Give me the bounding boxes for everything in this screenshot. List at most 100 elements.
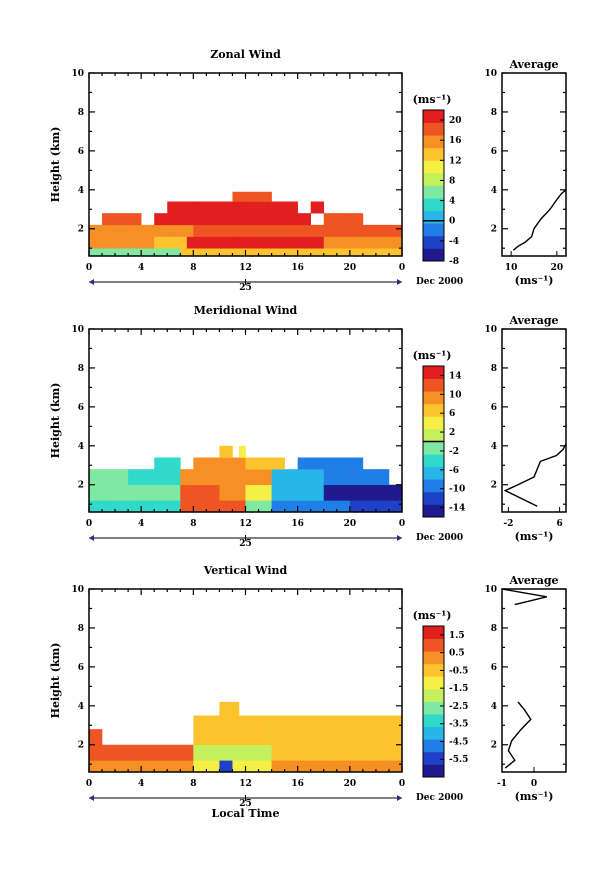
- heatmap-cell: [291, 500, 298, 513]
- colorbar-tick-label: -2.5: [449, 702, 468, 712]
- heatmap-cell: [128, 744, 135, 761]
- x-tick-label: 8: [190, 263, 196, 273]
- heatmap-cell: [388, 744, 396, 761]
- heatmap-cell: [330, 457, 338, 470]
- heatmap-cell: [232, 248, 240, 257]
- heatmap-cell: [193, 213, 201, 226]
- heatmap-cell: [173, 201, 181, 214]
- heatmap-cell: [95, 236, 103, 249]
- average-frame: [501, 328, 567, 513]
- heatmap-cell: [375, 760, 383, 773]
- heatmap-cell: [265, 201, 272, 214]
- heatmap-cell: [317, 715, 325, 730]
- heatmap-cell: [284, 248, 292, 257]
- heatmap-cell: [330, 744, 338, 761]
- heatmap-cell: [180, 248, 188, 257]
- heatmap-cell: [336, 484, 344, 501]
- colorbar-tick-label: -1.5: [449, 684, 468, 694]
- heatmap-cell: [160, 213, 168, 226]
- heatmap-cell: [193, 224, 201, 237]
- heatmap-cell: [310, 500, 318, 513]
- heatmap-cell: [369, 236, 377, 249]
- heatmap-cell: [245, 469, 253, 486]
- heatmap-cell: [369, 484, 377, 501]
- heatmap-cell: [265, 236, 272, 249]
- heatmap-cell: [395, 236, 403, 249]
- heatmap-cell: [219, 715, 227, 730]
- heatmap-cell: [238, 201, 246, 214]
- x-tick-label: 12: [239, 779, 252, 789]
- heatmap-cell: [252, 191, 259, 202]
- heatmap-cell: [297, 469, 305, 486]
- colorbar-frame: [422, 625, 445, 778]
- heatmap-cell: [212, 236, 220, 249]
- heatmap-cell: [291, 744, 298, 761]
- heatmap-cell: [232, 500, 240, 513]
- heatmap-cell: [89, 484, 96, 501]
- heatmap-cell: [271, 236, 279, 249]
- heatmap-cell: [317, 744, 325, 761]
- heatmap-cell: [297, 760, 305, 773]
- heatmap-cell: [219, 445, 227, 458]
- heatmap-cell: [225, 445, 233, 458]
- colorbar-swatch: [423, 714, 444, 728]
- heatmap-cell: [206, 729, 214, 746]
- heatmap-cell: [336, 213, 344, 226]
- colorbar-swatch: [423, 122, 444, 136]
- heatmap-cell: [304, 457, 312, 470]
- x-tick-label: 0: [86, 779, 92, 789]
- heatmap-cell: [310, 248, 318, 257]
- heatmap-cell: [238, 224, 246, 237]
- heatmap-cell: [173, 457, 181, 470]
- colorbar-tick-label: -2: [449, 447, 459, 457]
- average-y-tick-label: 8: [491, 108, 497, 118]
- heatmap-cell: [225, 500, 233, 513]
- heatmap-cell: [362, 236, 370, 249]
- heatmap-cell: [180, 760, 188, 773]
- colorbar-tick-label: 1.5: [449, 631, 465, 641]
- heatmap-cell: [369, 744, 377, 761]
- heatmap-cell: [147, 760, 155, 773]
- heatmap-cell: [95, 744, 103, 761]
- heatmap-cell: [193, 248, 201, 257]
- average-x-label: (ms⁻¹): [515, 274, 554, 287]
- heatmap-cell: [278, 248, 285, 257]
- x-tick-label: 20: [344, 779, 357, 789]
- heatmap-cell: [323, 484, 331, 501]
- heatmap-cell: [134, 248, 142, 257]
- heatmap-cell: [160, 744, 168, 761]
- heatmap-cell: [147, 224, 155, 237]
- heatmap-cell: [245, 484, 253, 501]
- heatmap-cell: [291, 760, 298, 773]
- heatmap-cell: [173, 744, 181, 761]
- heatmap-cell: [108, 484, 116, 501]
- heatmap-cell: [167, 248, 175, 257]
- heatmap-cell: [265, 715, 272, 730]
- heatmap-cell: [173, 224, 181, 237]
- heatmap-cell: [317, 457, 325, 470]
- heatmap-cell: [388, 484, 396, 501]
- heatmap-cell: [375, 248, 383, 257]
- heatmap-cell: [180, 744, 188, 761]
- heatmap-cell: [323, 500, 331, 513]
- x-tick-label: 0: [86, 263, 92, 273]
- heatmap-cell: [252, 457, 259, 470]
- average-panel: Average 2 4 6 8 10 -1 0(ms⁻¹): [484, 574, 567, 803]
- colorbar-swatch: [423, 454, 444, 468]
- heatmap-cell: [219, 213, 227, 226]
- heatmap-cell: [206, 744, 214, 761]
- heatmap-cell: [219, 484, 227, 501]
- heatmap-cell: [362, 248, 370, 257]
- heatmap-cell: [278, 236, 285, 249]
- heatmap-cell: [102, 224, 109, 237]
- heatmap-cell: [238, 445, 246, 458]
- heatmap-cell: [141, 760, 148, 773]
- heatmap-cell: [388, 248, 396, 257]
- heatmap-cell: [89, 224, 96, 237]
- heatmap-cell: [330, 500, 338, 513]
- heatmap-cell: [186, 744, 194, 761]
- average-y-tick-label: 10: [484, 69, 497, 79]
- heatmap-cell: [238, 191, 246, 202]
- heatmap-cell: [245, 191, 253, 202]
- heatmap-cell: [252, 224, 259, 237]
